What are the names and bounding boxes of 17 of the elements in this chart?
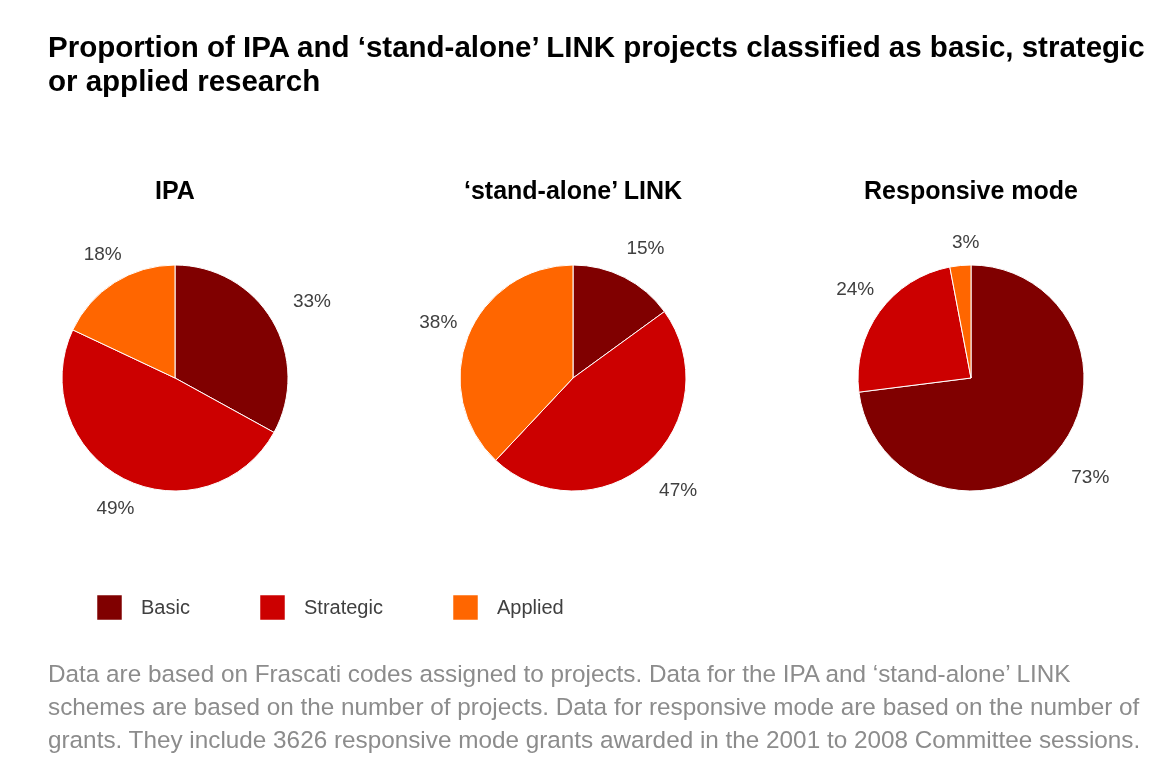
slice-label: Responsive mode xyxy=(864,176,1079,204)
data-label: 15% xyxy=(626,237,665,259)
legend-label: Strategic xyxy=(304,595,383,618)
data-label: 18% xyxy=(83,242,122,264)
legend-label: Basic xyxy=(141,595,190,618)
slice-label: IPA xyxy=(155,176,195,204)
data-label: 3% xyxy=(951,230,980,252)
text: Data are based on Frascati codes assigned to projects. Data for the IPA and ‘stand-alone’ LINK schemes are based on the number of projects. Data for responsive mode are based on the number of grants. They include 3626 responsive mode grants awarded in the 2001 to 2008 Committee sessions. xyxy=(48,660,1141,753)
data-label: 33% xyxy=(292,289,332,311)
legend-label: Applied xyxy=(497,595,564,618)
data-label: 24% xyxy=(836,278,875,300)
data-label: 49% xyxy=(96,496,135,518)
slice-label: ‘stand-alone’ LINK xyxy=(463,176,683,204)
data-label: 38% xyxy=(419,311,458,333)
data-label: 47% xyxy=(659,478,698,500)
data-label: 73% xyxy=(1071,466,1110,488)
chart-title: Proportion of IPA and ‘stand-alone’ LINK projects classified as basic, strategic or applied research xyxy=(48,29,1145,97)
